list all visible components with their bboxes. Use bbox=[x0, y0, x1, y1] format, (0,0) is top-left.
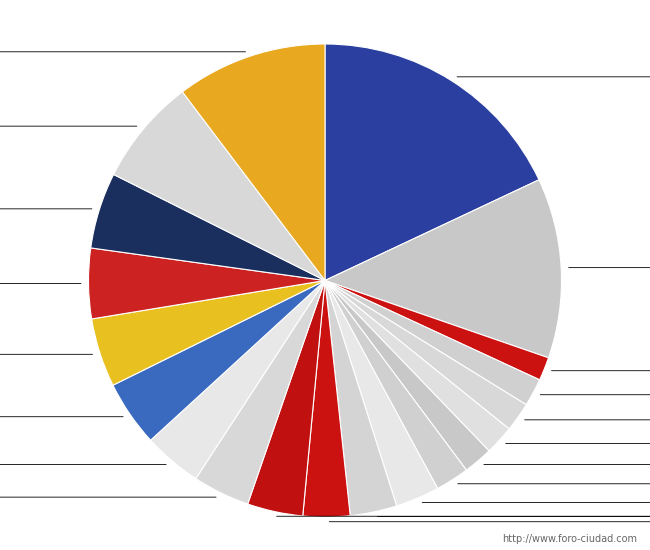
Text: EEUU 3.2%: EEUU 3.2% bbox=[378, 512, 650, 521]
Text: Países Bajos 5.2%: Países Bajos 5.2% bbox=[0, 204, 92, 214]
Wedge shape bbox=[92, 280, 325, 385]
Text: Alemania 10.3%: Alemania 10.3% bbox=[0, 47, 246, 57]
Text: Bélgica 4.0%: Bélgica 4.0% bbox=[0, 459, 166, 470]
Text: Portugal 3.8%: Portugal 3.8% bbox=[277, 512, 650, 521]
Text: Colombia 1.6%: Colombia 1.6% bbox=[551, 366, 650, 376]
Wedge shape bbox=[91, 174, 325, 280]
Wedge shape bbox=[113, 280, 325, 440]
Text: Luxemburgo 2.0%: Luxemburgo 2.0% bbox=[484, 459, 650, 469]
Wedge shape bbox=[325, 280, 526, 429]
Text: Austria 3.0%: Austria 3.0% bbox=[422, 498, 650, 508]
Wedge shape bbox=[88, 248, 325, 319]
Wedge shape bbox=[114, 92, 325, 280]
Text: Francia 18.0%: Francia 18.0% bbox=[457, 72, 650, 82]
Wedge shape bbox=[325, 280, 549, 380]
Wedge shape bbox=[325, 44, 539, 280]
Wedge shape bbox=[325, 280, 509, 451]
Text: Irlanda 2.0%: Irlanda 2.0% bbox=[525, 415, 650, 425]
Wedge shape bbox=[183, 44, 325, 280]
Text: Otros 12.3%: Otros 12.3% bbox=[569, 262, 650, 273]
Wedge shape bbox=[151, 280, 325, 478]
Wedge shape bbox=[325, 280, 540, 405]
Wedge shape bbox=[325, 280, 467, 488]
Text: Italia 3.9%: Italia 3.9% bbox=[0, 492, 216, 502]
Text: Dinamarca 1.9%: Dinamarca 1.9% bbox=[540, 390, 650, 400]
Wedge shape bbox=[248, 280, 325, 516]
Text: http://www.foro-ciudad.com: http://www.foro-ciudad.com bbox=[502, 535, 637, 544]
Text: Azuqueca de Henares - Turistas extranjeros según país - Octubre de 2024: Azuqueca de Henares - Turistas extranjer… bbox=[89, 17, 561, 30]
Wedge shape bbox=[325, 280, 396, 516]
Text: Suiza 2.0%: Suiza 2.0% bbox=[506, 438, 650, 448]
Text: Rumanía 4.7%: Rumanía 4.7% bbox=[0, 349, 92, 359]
Text: Polonia 4.5%: Polonia 4.5% bbox=[0, 412, 123, 422]
Wedge shape bbox=[325, 180, 562, 358]
Wedge shape bbox=[196, 280, 325, 504]
Wedge shape bbox=[303, 280, 350, 517]
Wedge shape bbox=[325, 280, 437, 506]
Text: Suecia 7.3%: Suecia 7.3% bbox=[0, 121, 137, 131]
Text: Lituania 2.3%: Lituania 2.3% bbox=[458, 478, 650, 489]
Text: Reino Unido 3.2%: Reino Unido 3.2% bbox=[330, 517, 650, 527]
Wedge shape bbox=[325, 280, 489, 470]
Text: Marruecos 4.8%: Marruecos 4.8% bbox=[0, 278, 81, 289]
